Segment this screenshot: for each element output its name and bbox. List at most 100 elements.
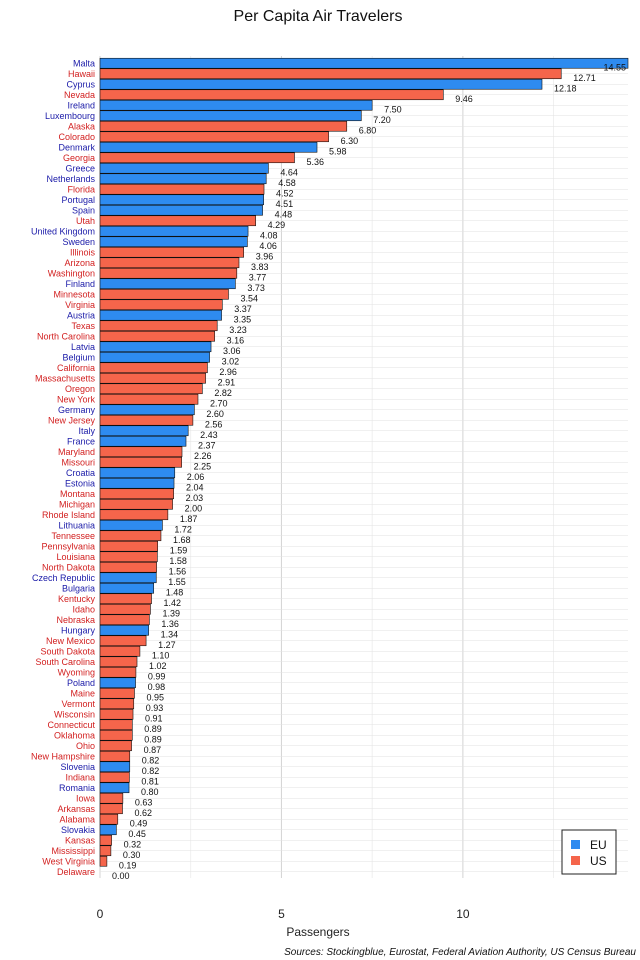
value-label: 4.06 (259, 241, 277, 251)
bar (99, 677, 136, 689)
value-label: 1.55 (168, 577, 186, 587)
legend: EU US (561, 829, 617, 875)
bar (99, 78, 543, 90)
value-label: 2.96 (219, 367, 237, 377)
category-label: Pennsylvania (41, 541, 95, 551)
value-label: 0.49 (130, 818, 148, 828)
bar (99, 57, 629, 69)
category-label: South Carolina (35, 657, 95, 667)
category-label: South Dakota (40, 646, 95, 656)
value-label: 0.87 (144, 745, 162, 755)
bars-group (99, 57, 629, 867)
category-label: Denmark (58, 142, 95, 152)
bar (99, 99, 373, 111)
value-label: 3.83 (251, 262, 269, 272)
category-label: Nevada (64, 90, 95, 100)
category-label: Hawaii (68, 69, 95, 79)
bar (99, 236, 248, 248)
category-label: Oklahoma (54, 730, 95, 740)
bar (99, 530, 162, 542)
category-label: Latvia (71, 342, 95, 352)
category-label: Illinois (70, 247, 96, 257)
bar (99, 246, 245, 258)
bar (99, 89, 444, 101)
category-label: North Carolina (37, 331, 95, 341)
value-label: 5.36 (307, 157, 325, 167)
legend-swatch-eu (571, 840, 580, 849)
value-label: 1.72 (174, 524, 192, 534)
value-label: 2.56 (205, 419, 223, 429)
value-label: 0.81 (141, 776, 159, 786)
category-label: Vermont (61, 699, 95, 709)
category-label: Luxembourg (45, 111, 95, 121)
category-label: Slovenia (60, 762, 95, 772)
bar (99, 803, 123, 815)
value-label: 0.98 (148, 682, 166, 692)
category-label: Minnesota (53, 289, 95, 299)
value-label: 0.89 (144, 724, 162, 734)
bar (99, 299, 223, 311)
category-label: Rhode Island (42, 510, 95, 520)
bar (99, 131, 329, 143)
bar (99, 561, 157, 573)
bar (99, 404, 195, 416)
value-label: 0.82 (142, 766, 160, 776)
bar (99, 750, 131, 762)
bar (99, 614, 150, 626)
bar (99, 582, 155, 594)
value-label: 4.08 (260, 230, 278, 240)
category-label: Wyoming (58, 667, 95, 677)
category-label: Spain (72, 205, 95, 215)
value-label: 7.20 (373, 115, 391, 125)
category-label: Washington (48, 268, 95, 278)
category-label: Malta (73, 58, 95, 68)
value-label: 7.50 (384, 104, 402, 114)
x-axis-ticks: 0 5 10 (97, 907, 470, 921)
category-label: Lithuania (58, 520, 95, 530)
value-label: 2.00 (185, 503, 203, 513)
value-label: 0.80 (141, 787, 159, 797)
value-label: 3.23 (229, 325, 247, 335)
bar (99, 183, 265, 195)
value-label: 0.89 (144, 734, 162, 744)
bar (99, 152, 295, 164)
value-label: 1.27 (158, 640, 176, 650)
bar (99, 267, 238, 279)
value-label: 2.82 (214, 388, 232, 398)
bar (99, 362, 208, 374)
bar (99, 215, 256, 227)
category-label: Wisconsin (54, 709, 95, 719)
bar (99, 792, 124, 804)
value-label: 12.18 (554, 83, 577, 93)
category-label: Nebraska (56, 615, 95, 625)
category-label: Florida (67, 184, 95, 194)
bar (99, 708, 134, 720)
x-tick-label-0: 0 (97, 907, 104, 921)
bar (99, 330, 215, 342)
bar (99, 813, 119, 825)
x-axis-label: Passengers (286, 925, 349, 939)
category-label: Hungary (61, 625, 96, 635)
bar (99, 204, 263, 216)
bar (99, 551, 158, 563)
category-label: Missouri (61, 457, 95, 467)
bar (99, 414, 194, 426)
bar (99, 855, 108, 867)
category-label: Netherlands (46, 174, 95, 184)
legend-box (561, 829, 617, 875)
value-label: 1.58 (169, 556, 187, 566)
value-label: 1.34 (161, 629, 179, 639)
bar (99, 225, 249, 237)
value-label: 0.62 (134, 808, 152, 818)
bar (99, 687, 135, 699)
category-label: Maryland (58, 447, 95, 457)
value-label: 2.03 (186, 493, 204, 503)
bar (99, 782, 130, 794)
category-label: Ireland (67, 100, 95, 110)
chart-title: Per Capita Air Travelers (234, 8, 403, 25)
category-label: New Hampshire (31, 751, 95, 761)
category-label: France (67, 436, 95, 446)
category-label: Arizona (64, 258, 95, 268)
value-label: 4.64 (280, 167, 298, 177)
